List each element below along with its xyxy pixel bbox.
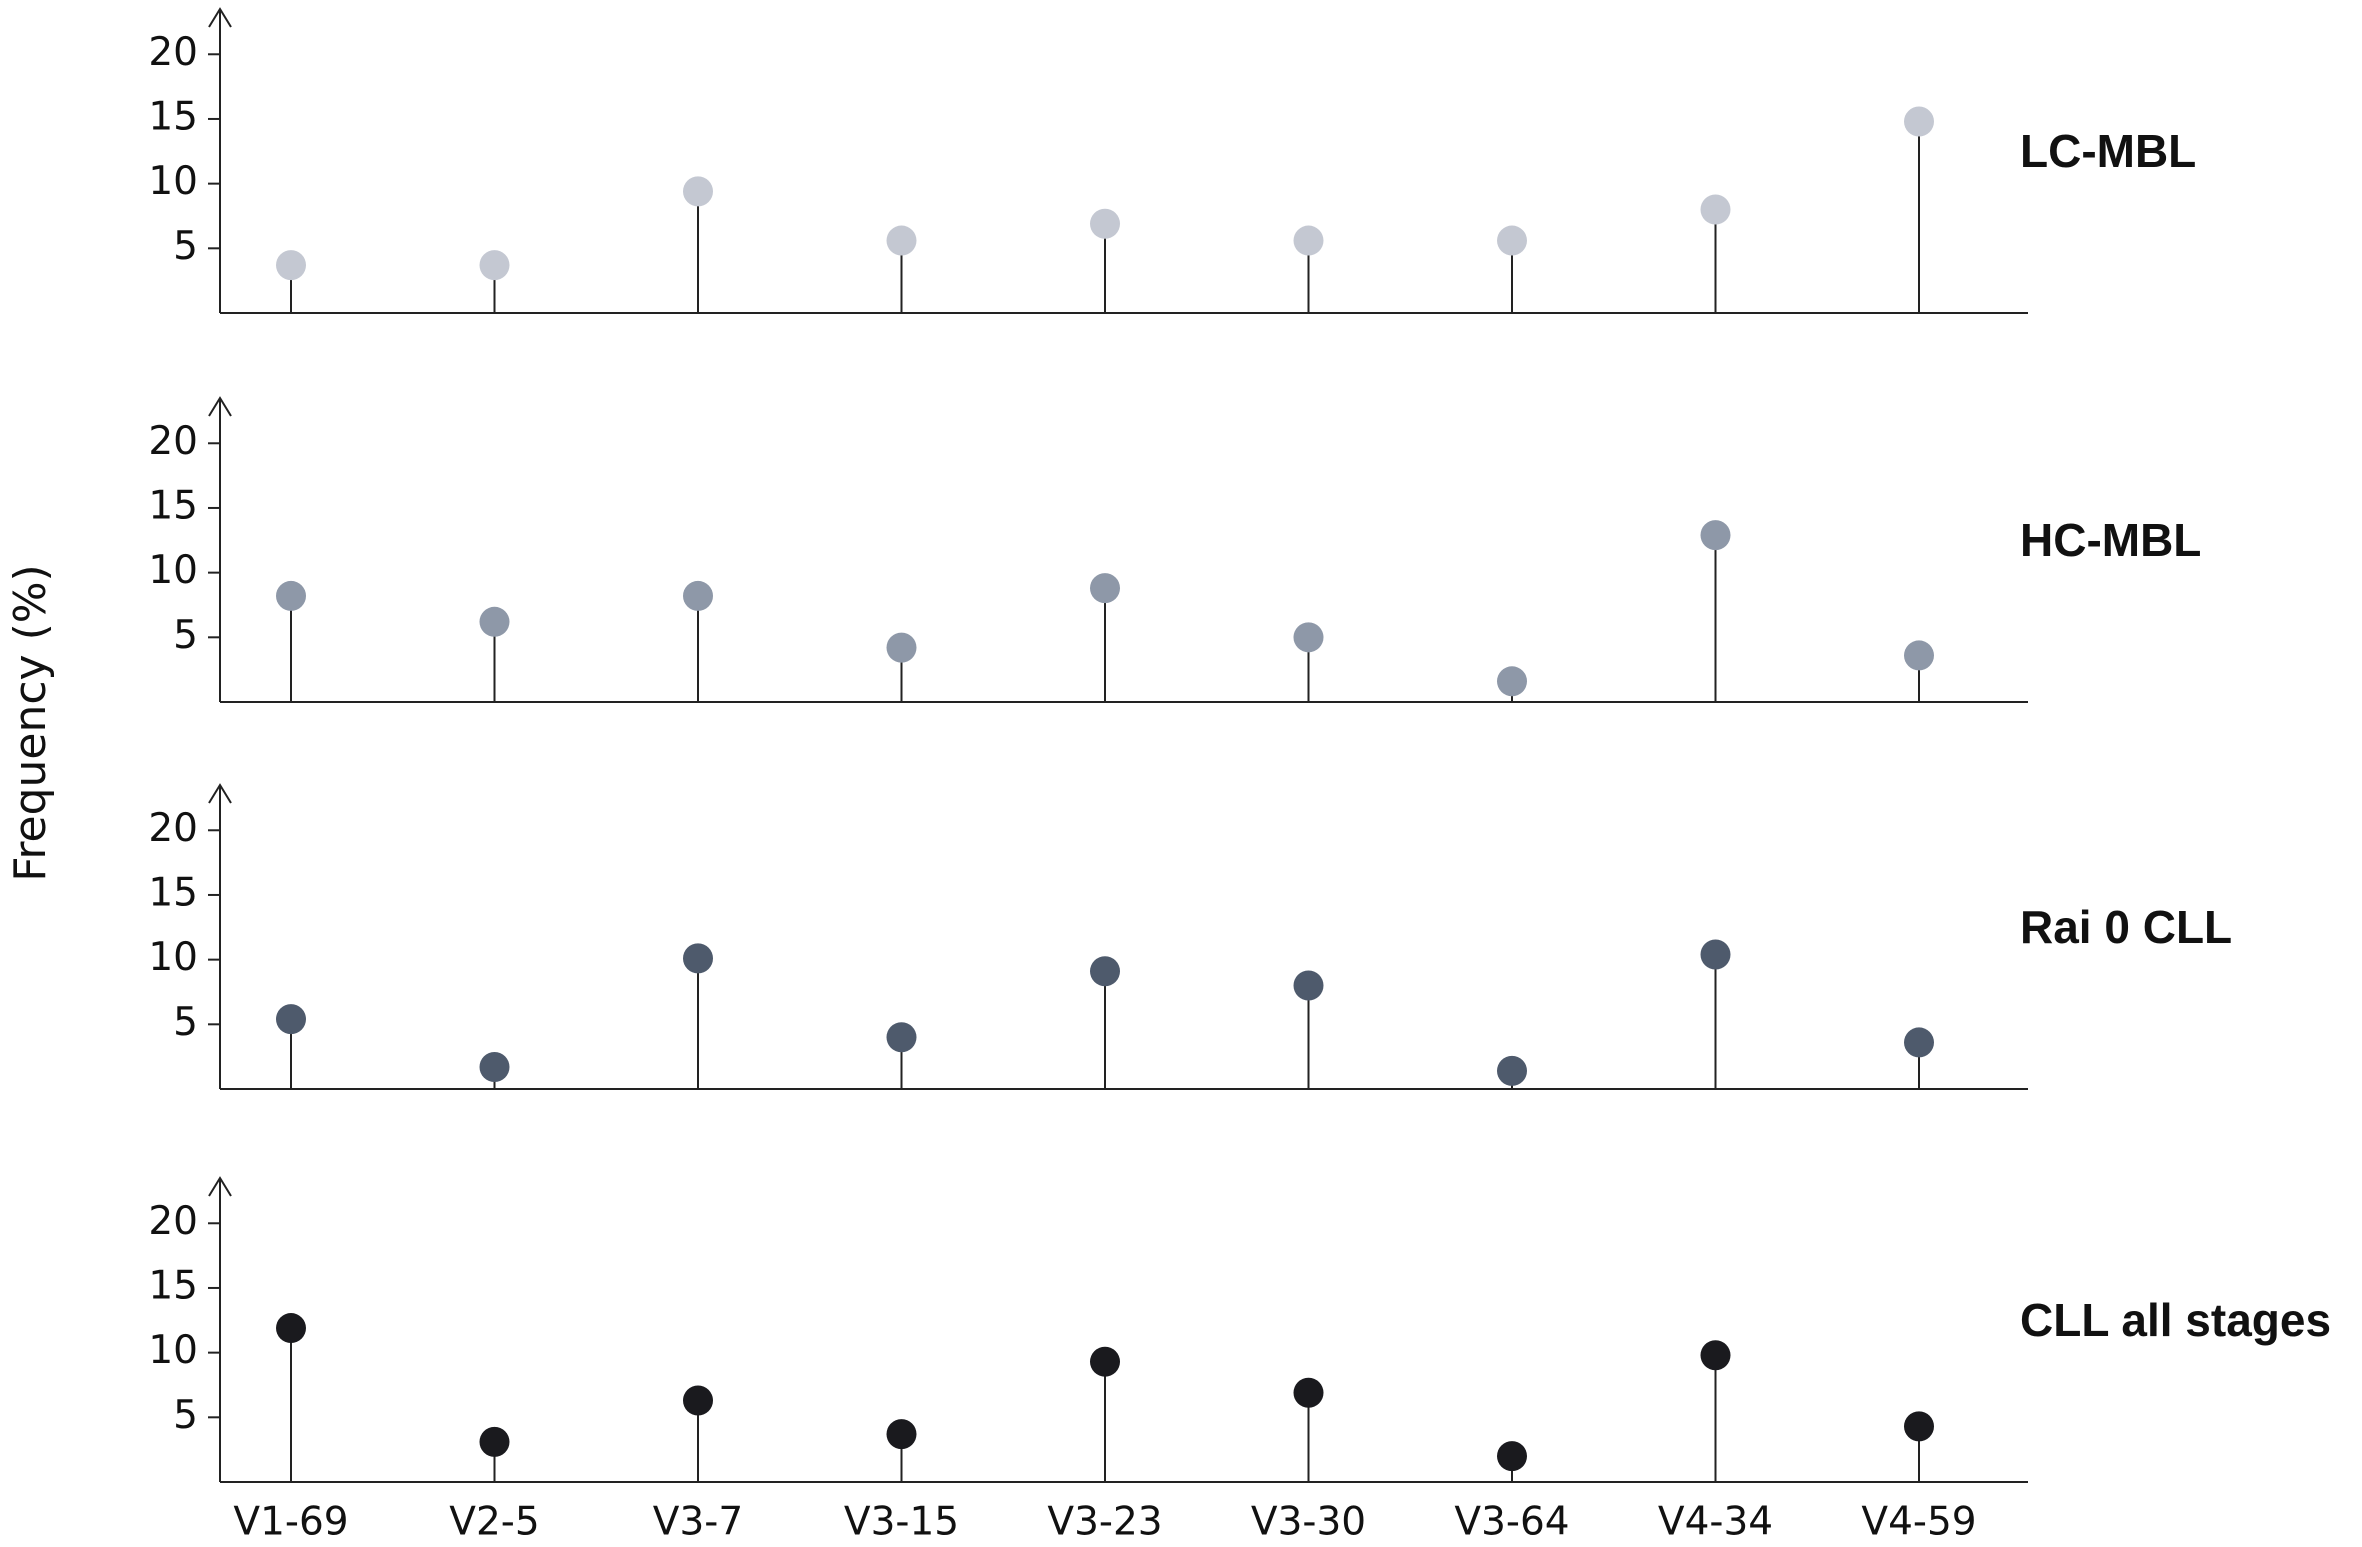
y-tick-label: 5 [173, 1000, 198, 1045]
x-tick-label: V3-64 [1454, 1500, 1569, 1545]
dot [683, 176, 713, 207]
x-tick-label: V2-5 [449, 1500, 539, 1545]
dot [1904, 106, 1934, 137]
dot [683, 1385, 713, 1416]
dot [1497, 1441, 1527, 1472]
dot [1700, 939, 1731, 970]
dot [276, 580, 306, 611]
dot [1700, 194, 1731, 225]
x-tick-label: V3-7 [653, 1500, 743, 1545]
axis-arrow [208, 1176, 232, 1197]
dot [276, 250, 306, 281]
dot [1904, 1411, 1934, 1442]
dot [1293, 970, 1324, 1001]
y-tick-label: 15 [148, 1263, 198, 1308]
axis-arrow [208, 783, 232, 804]
y-tick-label: 10 [148, 548, 198, 593]
y-tick-label: 10 [148, 159, 198, 204]
dot [1293, 1377, 1324, 1408]
y-tick-label: 10 [148, 935, 198, 980]
panel-title: HC-MBL [2020, 514, 2201, 566]
y-tick-label: 5 [173, 613, 198, 658]
dot [886, 632, 917, 663]
panel-title: LC-MBL [2020, 125, 2196, 177]
axis-arrow [208, 396, 232, 417]
y-tick-label: 20 [148, 30, 198, 75]
dot [1904, 640, 1934, 671]
y-tick-label: 15 [148, 483, 198, 528]
y-axis-label: Frequency (%) [5, 564, 56, 881]
dot [886, 1419, 917, 1450]
dot [1090, 208, 1120, 239]
dot [1090, 956, 1120, 987]
axis-arrow [208, 7, 232, 28]
dot [479, 1052, 510, 1083]
panel-title: CLL all stages [2020, 1294, 2331, 1346]
y-tick-label: 20 [148, 806, 198, 851]
panel-title: Rai 0 CLL [2020, 901, 2232, 953]
y-tick-label: 10 [148, 1328, 198, 1373]
y-tick-label: 5 [173, 1393, 198, 1438]
dot [479, 606, 510, 637]
dot [479, 250, 510, 281]
dot [1293, 622, 1324, 653]
dot [1904, 1027, 1934, 1058]
x-tick-label: V4-59 [1861, 1500, 1976, 1545]
dot [479, 1426, 510, 1457]
dot [886, 225, 917, 256]
x-tick-label: V3-15 [844, 1500, 959, 1545]
x-tick-label: V3-30 [1251, 1500, 1366, 1545]
x-tick-label: V3-23 [1047, 1500, 1162, 1545]
dot [886, 1022, 917, 1053]
dot [1497, 1055, 1527, 1086]
dot [1293, 225, 1324, 256]
dot [1700, 1340, 1731, 1371]
dot [683, 943, 713, 974]
dot [683, 580, 713, 611]
dot [1497, 666, 1527, 697]
dot [1497, 225, 1527, 256]
dot [276, 1313, 306, 1344]
y-tick-label: 20 [148, 1199, 198, 1244]
y-tick-label: 15 [148, 870, 198, 915]
x-tick-label: V4-34 [1658, 1500, 1773, 1545]
dot [1700, 520, 1731, 551]
y-tick-label: 5 [173, 224, 198, 269]
y-tick-label: 15 [148, 94, 198, 139]
dot [1090, 573, 1120, 604]
y-tick-label: 20 [148, 419, 198, 464]
dot [1090, 1346, 1120, 1377]
x-tick-label: V1-69 [233, 1500, 348, 1545]
dot [276, 1004, 306, 1035]
